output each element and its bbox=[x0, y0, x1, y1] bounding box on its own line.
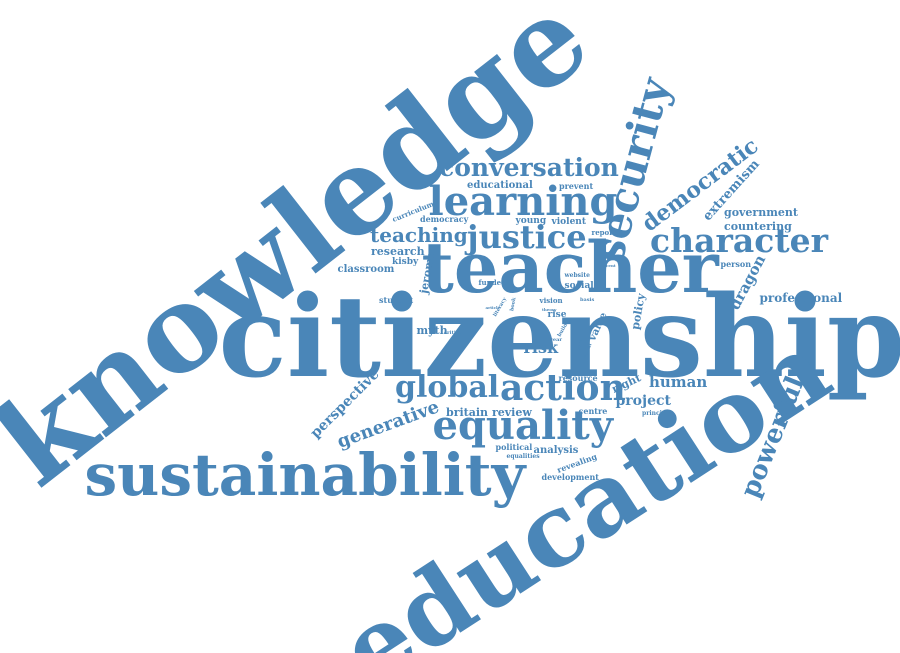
word-principle: principle bbox=[642, 410, 673, 417]
word-kisby: kisby bbox=[392, 256, 419, 267]
word-theory: theory bbox=[542, 307, 557, 312]
word-vision: vision bbox=[539, 295, 563, 305]
word-rise: rise bbox=[547, 309, 567, 320]
word-centre: centre bbox=[578, 406, 608, 416]
word-global: global bbox=[395, 370, 500, 405]
word-violent: violent bbox=[551, 216, 587, 227]
word-educational: educational bbox=[467, 180, 533, 191]
word-britain: britain bbox=[446, 405, 489, 419]
word-teacher: teacher bbox=[421, 226, 719, 309]
word-article: article bbox=[485, 305, 501, 310]
word-basis: basis bbox=[580, 296, 595, 303]
word-action: action bbox=[500, 367, 626, 409]
word-citizenship: citizenship bbox=[218, 272, 900, 403]
word-social: social bbox=[564, 280, 594, 291]
word-sustainability: sustainability bbox=[84, 441, 526, 509]
word-teaching: teaching bbox=[370, 223, 468, 247]
word-young: young bbox=[515, 215, 547, 226]
word-human: human bbox=[649, 372, 708, 391]
word-project: project bbox=[615, 393, 671, 409]
word-cent: cent bbox=[606, 263, 616, 268]
word-equalities: equalities bbox=[506, 453, 540, 460]
word-conversation: conversation bbox=[439, 152, 619, 182]
word-prevent: prevent bbox=[559, 181, 594, 191]
word-year: year bbox=[550, 336, 562, 343]
word-classroom: classroom bbox=[337, 264, 395, 275]
word-critical: critical bbox=[444, 329, 464, 336]
word-democracy: democracy bbox=[420, 214, 469, 224]
word-myth: myth bbox=[416, 323, 448, 337]
word-person: person bbox=[720, 259, 752, 269]
word-equality: equality bbox=[432, 402, 614, 449]
word-countering: countering bbox=[724, 219, 792, 233]
word-political: political bbox=[495, 442, 533, 452]
word-government: government bbox=[724, 205, 798, 219]
word-resource: resource bbox=[558, 373, 598, 383]
word-report: report bbox=[591, 227, 617, 237]
word-research: research bbox=[371, 244, 425, 258]
word-learning: learning bbox=[428, 178, 618, 225]
word-student: student bbox=[379, 295, 414, 305]
word-review: review bbox=[492, 405, 532, 419]
word-professional: professional bbox=[759, 291, 843, 305]
word-character: character bbox=[650, 220, 828, 260]
word-website: website bbox=[564, 272, 590, 279]
word-development: development bbox=[541, 472, 599, 482]
word-analysis: analysis bbox=[533, 445, 579, 456]
word-funded: funded bbox=[478, 277, 506, 287]
word-justice: justice bbox=[467, 218, 587, 256]
word-risk: risk bbox=[523, 338, 559, 357]
